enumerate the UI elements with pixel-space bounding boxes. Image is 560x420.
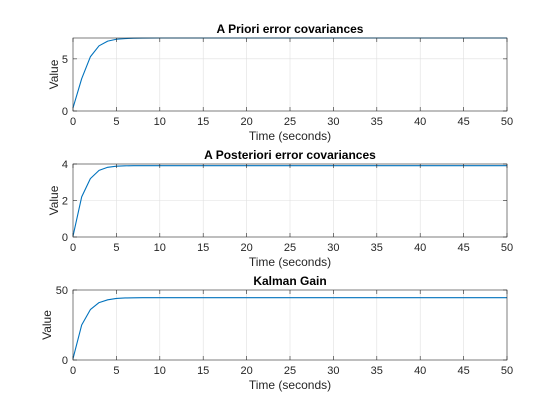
x-tick-label: 45 [457, 116, 469, 128]
plot-area: 0 5 10 15 20 25 30 35 40 45 50 0 5 [62, 37, 513, 128]
plot-area: 0 5 10 15 20 25 30 35 40 45 50 0 50 [56, 285, 513, 377]
subplot-title: A Priori error covariances [217, 22, 364, 36]
x-tick-label: 15 [197, 116, 209, 128]
y-tick-label: 0 [62, 232, 68, 244]
plot-area: 0 5 10 15 20 25 30 35 40 45 50 0 2 4 [62, 159, 513, 254]
x-tick-label: 5 [113, 365, 119, 377]
x-tick-label: 20 [240, 242, 252, 254]
subplot-a-posteriori: 0 5 10 15 20 25 30 35 40 45 50 0 2 4 A Posteriori err… [47, 148, 513, 269]
x-tick-label: 10 [154, 116, 166, 128]
x-axis-label: Time (seconds) [249, 129, 331, 143]
x-tick-label: 15 [197, 365, 209, 377]
x-tick-label: 25 [284, 365, 296, 377]
series-line [72, 165, 507, 237]
subplot-title: A Posteriori error covariances [204, 148, 376, 162]
x-tick-label: 0 [70, 116, 76, 128]
y-tick-label: 2 [62, 196, 68, 208]
y-axis-label: Value [47, 59, 61, 89]
x-tick-label: 35 [371, 116, 383, 128]
x-tick-label: 50 [501, 365, 513, 377]
y-axis-label: Value [40, 310, 54, 340]
x-tick-label: 35 [371, 365, 383, 377]
x-tick-label: 15 [197, 242, 209, 254]
x-tick-label: 45 [457, 365, 469, 377]
x-tick-label: 20 [240, 365, 252, 377]
x-axis-label: Time (seconds) [249, 378, 331, 392]
y-tick-label: 5 [62, 54, 68, 66]
x-tick-label: 30 [327, 116, 339, 128]
x-tick-label: 10 [154, 365, 166, 377]
x-tick-label: 0 [70, 365, 76, 377]
x-tick-label: 50 [501, 116, 513, 128]
subplot-kalman-gain: 0 5 10 15 20 25 30 35 40 45 50 0 50 Kalman Gain Time… [40, 274, 513, 392]
x-tick-label: 40 [414, 365, 426, 377]
x-tick-label: 5 [113, 242, 119, 254]
x-tick-label: 0 [70, 242, 76, 254]
subplot-a-priori: 0 5 10 15 20 25 30 35 40 45 50 0 5 A Priori error co… [47, 22, 513, 143]
y-tick-label: 0 [62, 355, 68, 367]
y-tick-label: 50 [56, 285, 68, 297]
x-tick-label: 25 [284, 116, 296, 128]
x-tick-label: 35 [371, 242, 383, 254]
x-tick-label: 30 [327, 365, 339, 377]
x-tick-label: 20 [240, 116, 252, 128]
x-tick-label: 45 [457, 242, 469, 254]
x-tick-label: 30 [327, 242, 339, 254]
x-tick-label: 10 [154, 242, 166, 254]
y-tick-label: 4 [62, 159, 68, 171]
y-axis-label: Value [47, 185, 61, 215]
x-tick-label: 25 [284, 242, 296, 254]
x-tick-label: 50 [501, 242, 513, 254]
y-tick-label: 0 [62, 106, 68, 118]
series-line [72, 297, 507, 359]
x-tick-label: 40 [414, 242, 426, 254]
x-tick-label: 5 [113, 116, 119, 128]
subplot-title: Kalman Gain [253, 274, 326, 288]
x-tick-label: 40 [414, 116, 426, 128]
x-axis-label: Time (seconds) [249, 255, 331, 269]
